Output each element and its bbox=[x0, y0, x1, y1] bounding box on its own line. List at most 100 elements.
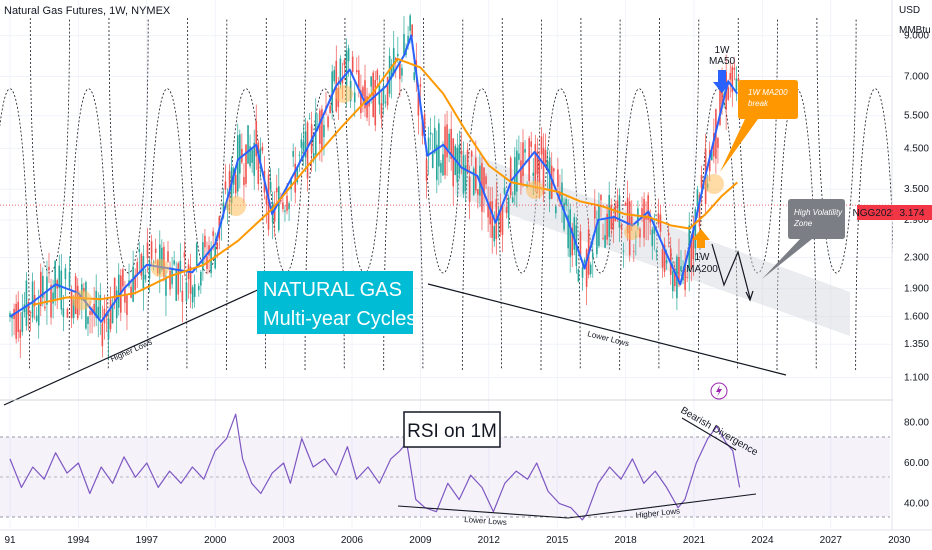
candle-body bbox=[667, 232, 670, 236]
candle-body bbox=[602, 238, 604, 240]
candle-body bbox=[567, 215, 569, 249]
candle-body bbox=[99, 294, 102, 319]
candle-body bbox=[456, 147, 459, 183]
ma200-break-line2: break bbox=[748, 99, 769, 108]
candle-body bbox=[247, 125, 249, 164]
candle-body bbox=[386, 77, 389, 106]
candle-body bbox=[144, 274, 147, 280]
candle-body bbox=[273, 206, 276, 222]
candle-body bbox=[516, 150, 518, 192]
candle-body bbox=[657, 213, 660, 224]
time-tick-label: 2030 bbox=[888, 535, 911, 546]
candle-body bbox=[111, 303, 114, 324]
candle-body bbox=[331, 71, 333, 112]
candle-body bbox=[413, 72, 416, 80]
ma50-label-line1: 1W bbox=[715, 45, 731, 56]
cycle-arc bbox=[580, 17, 621, 274]
candle-body bbox=[140, 254, 143, 276]
unit-label: USD bbox=[899, 5, 920, 16]
candle-body bbox=[678, 256, 680, 285]
candle-body bbox=[243, 177, 245, 186]
rsi-title-box bbox=[403, 411, 501, 448]
candle-body bbox=[290, 178, 292, 189]
candle-body bbox=[483, 167, 485, 195]
candle-body bbox=[589, 264, 592, 274]
candle-body bbox=[351, 56, 354, 73]
candle-body bbox=[448, 133, 450, 151]
candle-body bbox=[35, 315, 38, 322]
ma200-line bbox=[32, 57, 738, 306]
candle-body bbox=[507, 197, 510, 219]
symbol-tag[interactable] bbox=[857, 205, 893, 220]
ma-cross-highlights bbox=[72, 85, 724, 310]
candle-body bbox=[423, 114, 426, 130]
candle-body bbox=[372, 72, 375, 118]
candle-body bbox=[210, 249, 212, 274]
candle-body bbox=[522, 142, 524, 177]
high-volatility-line2: Zone bbox=[793, 219, 813, 228]
candle-body bbox=[542, 147, 545, 194]
candle-body bbox=[296, 168, 299, 183]
candle-body bbox=[122, 269, 124, 287]
candle-body bbox=[255, 121, 258, 157]
time-tick-label: 91 bbox=[4, 535, 16, 546]
candle-body bbox=[530, 141, 533, 147]
candle-body bbox=[674, 270, 676, 287]
candle-body bbox=[571, 227, 574, 256]
candle-body bbox=[117, 274, 120, 308]
candle-body bbox=[306, 122, 309, 179]
candle-body bbox=[48, 266, 50, 271]
candle-body bbox=[161, 247, 163, 271]
blue-down-arrow-icon bbox=[713, 70, 731, 93]
candle-body bbox=[228, 171, 231, 196]
lightning-icon[interactable] bbox=[710, 382, 728, 400]
candle-body bbox=[493, 225, 496, 242]
price-tick-label: 1.350 bbox=[904, 339, 929, 350]
subunit-label: MMBtu bbox=[899, 25, 931, 36]
candle-body bbox=[333, 70, 336, 82]
candle-body bbox=[421, 122, 424, 136]
cycle-arc bbox=[423, 17, 464, 274]
candle-body bbox=[239, 134, 241, 174]
cycle-arc bbox=[225, 88, 266, 371]
candle-body bbox=[245, 144, 247, 184]
candle-body bbox=[661, 249, 664, 268]
candle-body bbox=[651, 229, 654, 247]
candle-body bbox=[191, 287, 194, 303]
rsi-tick-label: 60.00 bbox=[904, 458, 929, 469]
candle-body bbox=[83, 287, 85, 293]
candle-body bbox=[731, 66, 734, 93]
time-tick-label: 2012 bbox=[478, 535, 501, 546]
candle-body bbox=[39, 271, 42, 307]
cycle-arc bbox=[501, 17, 542, 274]
candle-body bbox=[438, 123, 440, 167]
candle-body bbox=[68, 271, 71, 288]
time-tick-label: 1997 bbox=[136, 535, 159, 546]
candle-body bbox=[130, 286, 132, 298]
candle-body bbox=[64, 268, 67, 280]
candle-body bbox=[101, 323, 104, 347]
candle-body bbox=[565, 199, 567, 206]
candle-body bbox=[548, 157, 551, 200]
candle-body bbox=[259, 148, 262, 163]
candle-body bbox=[9, 313, 11, 318]
candle-body bbox=[21, 311, 24, 332]
candle-body bbox=[148, 260, 151, 279]
candle-body bbox=[52, 292, 54, 304]
candle-body bbox=[684, 262, 686, 291]
candle-body bbox=[431, 151, 434, 169]
candle-body bbox=[380, 103, 383, 119]
candle-body bbox=[355, 70, 358, 73]
candle-body bbox=[234, 174, 237, 194]
natural-gas-subtitle: Multi-year Cycles bbox=[263, 308, 416, 330]
candle-body bbox=[641, 208, 643, 218]
candle-body bbox=[27, 302, 30, 315]
projected-zigzag bbox=[711, 243, 751, 299]
candle-body bbox=[659, 214, 662, 232]
candle-body bbox=[54, 260, 56, 299]
cycle-arc bbox=[147, 88, 188, 371]
candle-body bbox=[596, 225, 598, 255]
candle-body bbox=[591, 252, 594, 258]
candle-body bbox=[292, 151, 294, 157]
candle-body bbox=[197, 286, 200, 291]
